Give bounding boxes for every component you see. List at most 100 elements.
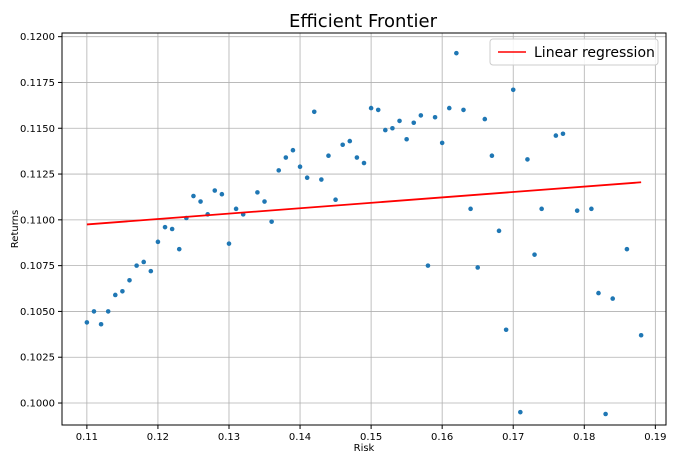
data-point [255,190,260,195]
data-point [212,188,218,193]
data-point [461,107,466,113]
data-point [525,157,530,162]
y-tick-label: 0.1200 [20,32,55,43]
y-tick-label: 0.1100 [20,215,55,226]
data-point [489,153,495,159]
data-point [432,114,438,120]
data-point [219,191,225,197]
data-point [589,206,594,212]
scatter-points [84,50,644,417]
data-point [411,120,417,126]
y-tick-label: 0.1075 [20,261,55,272]
data-point [610,296,616,301]
data-point [454,50,459,56]
data-point [475,265,480,270]
data-point [319,177,324,182]
y-axis-label: Returns [10,210,21,248]
x-tick-label: 0.11 [76,432,98,443]
data-point [105,309,111,314]
data-point [560,131,566,137]
data-point [84,320,90,325]
data-point [596,290,601,296]
data-point [98,321,104,327]
grid [62,33,666,425]
x-tick-label: 0.18 [573,432,595,443]
data-point [290,147,296,153]
x-tick-label: 0.12 [147,432,169,443]
data-point [198,199,203,204]
data-point [446,105,452,111]
data-point [482,116,488,122]
data-point [439,140,445,146]
data-point [141,259,147,265]
y-tick-label: 0.1025 [20,353,55,364]
data-point [468,206,473,212]
data-point [638,332,644,338]
data-point [603,411,608,417]
data-point [390,125,395,131]
x-tick-label: 0.17 [502,432,524,443]
data-point [340,142,345,148]
y-tick-label: 0.1050 [20,307,55,318]
data-point [496,228,502,234]
data-point [503,327,509,333]
plot-frame [61,32,667,426]
data-point [91,309,97,314]
legend: Linear regression [489,38,659,66]
data-point [262,199,267,204]
data-point [191,193,196,199]
data-point [624,246,630,252]
data-point [510,87,516,93]
data-point [169,226,175,232]
x-axis-label: Risk [354,443,375,454]
data-point [311,109,317,115]
x-tick-label: 0.16 [431,432,453,443]
data-point [112,292,118,298]
data-point [532,252,537,257]
data-point [425,263,431,268]
data-point [333,197,338,202]
x-tick-label: 0.19 [644,432,666,443]
data-point [539,206,544,212]
data-point [361,160,367,166]
x-axis-ticks: 0.11 0.12 0.13 0.14 0.15 0.16 0.17 0.18 0.19 [76,425,666,443]
data-point [120,288,125,294]
regression-line [86,181,642,226]
data-point [518,409,523,415]
data-point [368,105,374,111]
data-point [553,133,559,138]
chart-title: Efficient Frontier [289,11,438,32]
data-point [127,277,132,283]
data-point [155,239,161,245]
data-point [297,164,303,170]
data-point [226,241,232,246]
data-point [233,206,239,212]
data-point [148,268,154,274]
y-tick-label: 0.1000 [20,399,55,410]
y-axis-ticks: 0.1000 0.1025 0.1050 0.1075 0.1100 0.1125 0.11… [20,32,62,410]
data-point [283,155,289,160]
x-tick-label: 0.15 [360,432,382,443]
data-point [404,136,409,142]
data-point [354,155,360,160]
data-point [304,175,310,181]
data-point [176,246,182,252]
data-point [276,168,282,173]
data-point [383,127,388,133]
x-tick-label: 0.14 [289,432,311,443]
x-tick-label: 0.13 [218,432,240,443]
data-point [347,138,353,144]
data-point [397,118,402,124]
regression-line-group [86,181,642,226]
data-point [418,113,424,118]
data-point [375,107,381,113]
legend-label: Linear regression [534,45,655,61]
data-point [162,224,168,230]
data-point [269,219,274,224]
y-tick-label: 0.1125 [20,170,55,181]
y-tick-label: 0.1150 [20,124,55,135]
legend-box [489,38,659,66]
data-point [326,153,331,159]
data-point [134,263,139,268]
